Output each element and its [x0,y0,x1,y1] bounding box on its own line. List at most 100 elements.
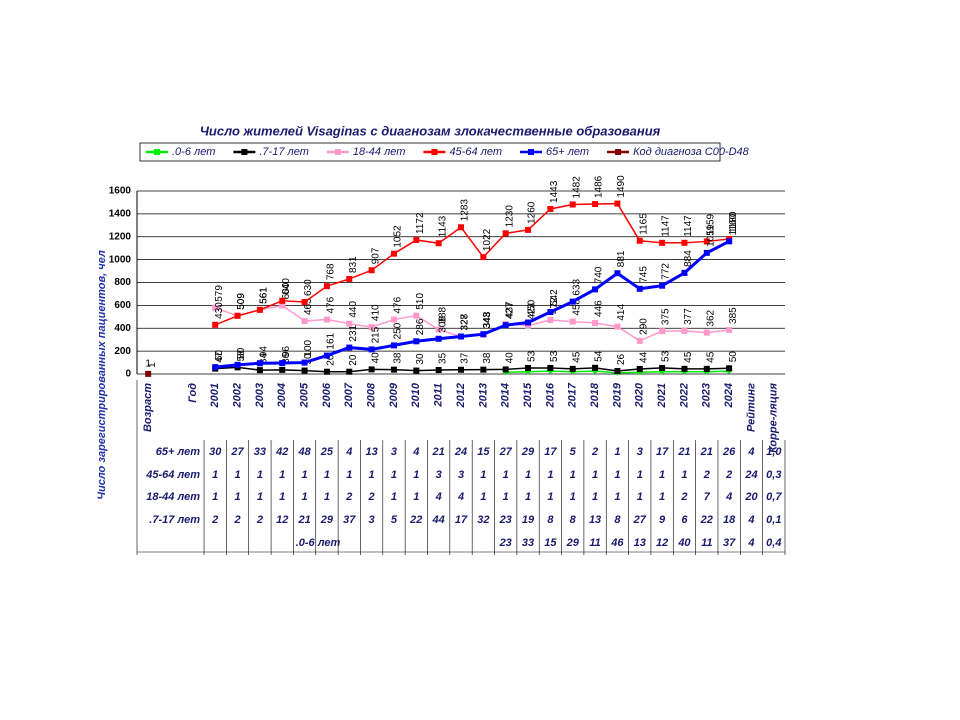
table-cell: 0,4 [766,537,781,549]
point [636,285,643,292]
table-cell: 8 [570,514,577,526]
legend-label: 45-64 лет [449,146,502,158]
x-tick-label: 2020 [634,382,646,408]
table-cell: 1 [659,491,665,503]
legend-marker [241,149,248,155]
table-cell: 17 [455,514,468,526]
data-label: 30 [415,353,426,365]
table-cell: 0,1 [766,514,781,526]
data-label: 94 [259,346,270,358]
point [726,365,733,372]
data-label: 58 [236,350,247,362]
point [592,201,599,208]
point [703,238,710,245]
data-label: 290 [638,318,649,335]
data-label: 510 [415,293,426,310]
data-label: 881 [616,250,627,267]
data-label: 423 [527,302,538,319]
data-label: 600 [281,282,292,299]
legend-label: .7-17 лет [259,146,309,158]
table-cell: 2 [345,491,352,503]
data-label: 40 [370,352,381,364]
x-tick-label: 2002 [231,383,243,408]
point [592,364,599,371]
data-label: 1482 [571,176,582,199]
y-axis-label: Число зарегистрированных пациентов, чел [96,250,108,500]
table-cell: 27 [499,446,513,458]
table-cell: 3 [369,514,375,526]
x-tick-label: 2024 [723,383,735,408]
data-label: 215 [370,326,381,343]
point [659,364,666,371]
table-cell: 1 [257,469,263,481]
point [279,302,286,309]
table-cell: 13 [589,514,601,526]
data-label: 377 [683,308,694,325]
table-cell: 9 [659,514,666,526]
point [435,366,442,373]
x-tick-label: 2007 [343,382,355,408]
x-tick-label: 2001 [209,383,221,408]
point [636,337,643,344]
x-tick-label: 2006 [321,382,333,408]
data-label: 440 [348,301,359,318]
x-tick-label: 2014 [500,383,512,408]
data-label: 884 [683,250,694,267]
table-cell: 23 [499,537,512,549]
table-cell: 46 [610,537,624,549]
data-label: 831 [348,256,359,273]
table-cell: 25 [320,446,334,458]
point [256,360,263,367]
table-cell: 1 [614,446,620,458]
x-tick-label: 2010 [410,382,422,408]
table-cell: 1,0 [766,446,782,458]
x-tick-label: Рейтинг [745,383,757,432]
point [212,364,219,371]
point [614,270,621,277]
data-label: 250 [393,322,404,339]
point [525,226,532,233]
point [323,283,330,290]
data-label: 476 [326,296,337,313]
point [502,366,509,373]
data-label: 30 [303,353,314,365]
data-label: 561 [259,287,270,304]
y-tick-label: 0 [125,369,131,380]
table-cell: 12 [656,537,668,549]
table-cell: 1 [212,469,218,481]
table-cell: 1 [279,469,285,481]
table-cell: 42 [275,446,288,458]
table-cell: 8 [614,514,621,526]
point [435,326,442,333]
table-cell: 1 [257,491,263,503]
y-tick-label: 1200 [109,231,132,242]
data-label: 1490 [616,175,627,198]
data-label: 509 [236,293,247,310]
table-cell: 4 [435,491,442,503]
table-cell: 15 [544,537,557,549]
table-cell: 33 [522,537,534,549]
data-label: 1180 [728,211,739,233]
y-tick-label: 400 [114,323,131,334]
x-tick-label: 2016 [544,382,556,408]
table-cell: 1 [413,491,419,503]
data-label: 47 [214,351,225,363]
data-label: 1147 [661,215,672,237]
table-cell: 1 [614,469,620,481]
data-label: 1 [147,362,158,368]
legend-marker [154,149,160,155]
data-label: 427 [504,302,515,319]
data-label: 458 [571,298,582,315]
table-cell: 18 [723,514,736,526]
point [458,366,464,373]
point [413,338,420,345]
table-cell: 4 [747,514,754,526]
data-label: 1 [145,359,151,370]
data-label: 1260 [527,201,538,224]
data-label: 450 [527,299,538,316]
table-cell: 1 [592,469,598,481]
point [256,367,263,374]
data-label: 388 [437,306,448,323]
y-tick-label: 1400 [109,209,132,220]
